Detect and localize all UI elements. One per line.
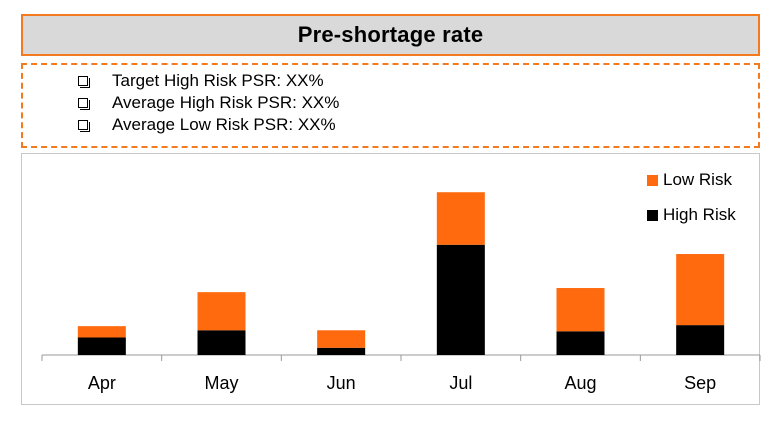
bar-high-risk-jun: [317, 347, 366, 355]
bar-low-risk-jun: [317, 330, 366, 348]
x-tick-label: May: [204, 373, 238, 393]
bar-low-risk-jul: [436, 192, 485, 245]
checkbox-icon: [78, 120, 90, 132]
legend-swatch-low-risk: [647, 174, 658, 186]
bar-high-risk-may: [197, 330, 246, 355]
bar-high-risk-jul: [436, 244, 485, 355]
x-tick-label: Sep: [684, 373, 716, 393]
notes-box: Target High Risk PSR: XX% Average High R…: [21, 63, 760, 148]
note-text: Average Low Risk PSR: XX%: [112, 115, 336, 134]
bar-high-risk-aug: [556, 331, 605, 355]
note-average-low-risk: Average Low Risk PSR: XX%: [78, 114, 339, 136]
x-tick-label: Jul: [449, 373, 472, 393]
bar-high-risk-sep: [676, 325, 725, 355]
x-tick-label: Apr: [88, 373, 116, 393]
note-text: Target High Risk PSR: XX%: [112, 71, 324, 90]
chart-title: Pre-shortage rate: [297, 22, 484, 47]
chart-legend: Low Risk High Risk: [647, 170, 736, 240]
checkbox-icon: [78, 76, 90, 88]
checkbox-icon: [78, 98, 90, 110]
legend-label-low-risk: Low Risk: [663, 170, 732, 189]
note-target-high-risk: Target High Risk PSR: XX%: [78, 70, 339, 92]
legend-label-high-risk: High Risk: [663, 205, 736, 224]
note-average-high-risk: Average High Risk PSR: XX%: [78, 92, 339, 114]
note-text: Average High Risk PSR: XX%: [112, 93, 340, 112]
bar-high-risk-apr: [77, 337, 126, 355]
legend-swatch-high-risk: [647, 209, 658, 221]
bar-low-risk-may: [197, 292, 246, 331]
chart-frame: [21, 153, 760, 405]
bar-low-risk-apr: [77, 326, 126, 338]
title-bar: Pre-shortage rate: [21, 14, 760, 56]
x-tick-label: Aug: [564, 373, 596, 393]
legend-item-low-risk: Low Risk: [647, 170, 736, 190]
legend-item-high-risk: High Risk: [647, 205, 736, 225]
x-tick-label: Jun: [327, 373, 356, 393]
bar-low-risk-aug: [556, 288, 605, 332]
bar-low-risk-sep: [676, 254, 725, 326]
notes-list: Target High Risk PSR: XX% Average High R…: [78, 70, 339, 136]
